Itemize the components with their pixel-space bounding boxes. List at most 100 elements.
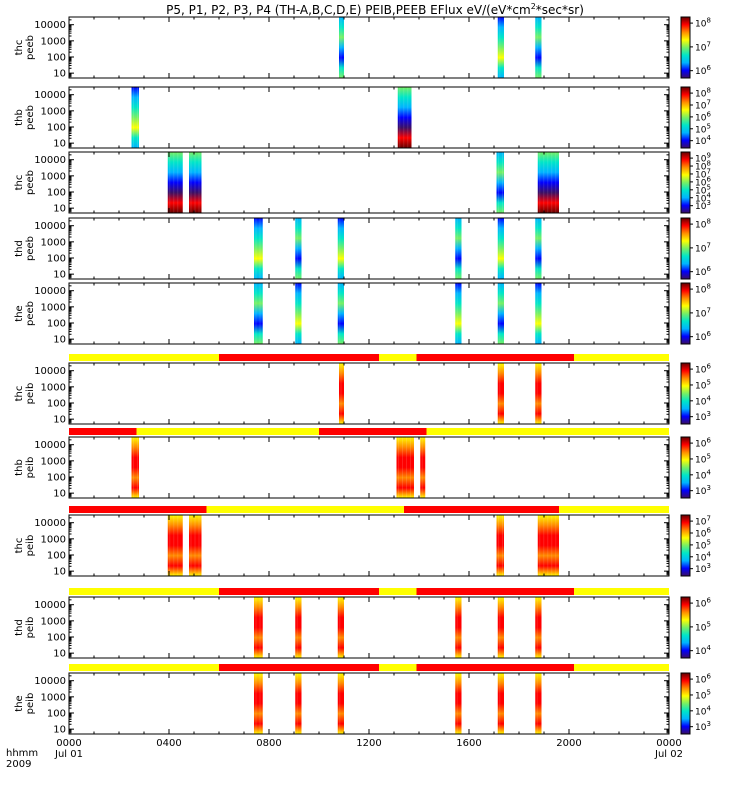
panel-ylabel: peeb	[25, 35, 36, 60]
y-tick-label: 10000	[34, 221, 66, 232]
colorbar-tick-label: 106	[695, 437, 711, 450]
colorbar-tick-label: 108	[695, 218, 711, 231]
colorbar-tick-label: 107	[695, 40, 711, 53]
panel-ylabel: thc	[14, 175, 25, 191]
colorbar-tick-label: 104	[695, 134, 711, 147]
x-tick-label: 0800	[256, 738, 281, 749]
colorbar	[680, 514, 691, 577]
panel-frame	[68, 596, 670, 659]
colorbar-tick-label: 107	[695, 241, 711, 254]
spectrogram-burst	[254, 283, 263, 344]
colorbar-tick-label: 105	[695, 688, 711, 701]
colorbar-tick-label: 107	[695, 515, 711, 528]
spectrogram-burst	[535, 673, 542, 734]
colorbar-tick-label: 103	[695, 199, 711, 212]
colorbar-tick-label: 108	[695, 87, 711, 100]
xaxis-var-label-hhmm: hhmm	[6, 748, 38, 759]
panel-ylabel: peib	[25, 617, 36, 639]
spectrogram-burst	[189, 515, 202, 576]
mode-bar-segment	[319, 428, 427, 435]
colorbar-tick-label: 104	[695, 644, 711, 657]
spectrogram-burst	[497, 17, 504, 78]
panel-frame	[68, 151, 670, 214]
y-tick-label: 100	[47, 632, 66, 643]
panel-ylabel: peib	[25, 457, 36, 479]
y-tick-label: 10	[53, 725, 66, 736]
x-tick-label: 1600	[456, 738, 481, 749]
xaxis-var-label-year: 2009	[6, 759, 31, 770]
panel-frame	[68, 514, 670, 577]
spectrogram-burst	[131, 437, 139, 498]
panel-1: 10 100 1000 10000 thc peeb 106 107 108	[14, 16, 711, 80]
spectrogram-burst	[535, 597, 542, 658]
spectrogram-burst	[295, 597, 302, 658]
colorbar-tick-label: 105	[695, 122, 711, 135]
y-tick-label: 1000	[41, 692, 66, 703]
colorbar-tick-label: 106	[695, 110, 711, 123]
panel-frame	[68, 436, 670, 499]
colorbar-tick-label: 106	[695, 330, 711, 343]
colorbar	[680, 362, 691, 425]
mode-bar-segment	[379, 588, 417, 595]
colorbar-tick-label: 108	[695, 17, 711, 30]
panel-frame	[68, 217, 670, 280]
y-tick-label: 1000	[41, 36, 66, 47]
y-tick-label: 100	[47, 550, 66, 561]
y-tick-label: 100	[47, 187, 66, 198]
x-tick-label: 1200	[356, 738, 381, 749]
spectrogram-burst	[337, 597, 344, 658]
colorbar-tick-label: 109	[695, 152, 711, 165]
colorbar-tick-label: 105	[695, 452, 711, 465]
y-tick-label: 10000	[34, 366, 66, 377]
x-date-label-end: Jul 02	[654, 749, 683, 760]
spectrogram-burst	[535, 17, 542, 78]
panel-ylabel: peib	[25, 693, 36, 715]
spectrogram-burst	[254, 673, 263, 734]
panel-frame	[68, 16, 670, 79]
panel-ylabel: thd	[14, 240, 25, 257]
y-tick-label: 1000	[41, 616, 66, 627]
panel-7: 10 100 1000 10000 thb peib 103 104 105 106	[14, 428, 711, 500]
spectrogram-burst	[295, 218, 302, 279]
mode-bar-segment	[574, 588, 669, 595]
spectrogram-burst	[131, 87, 139, 148]
y-tick-label: 10	[53, 649, 66, 660]
panel-ylabel: thb	[14, 459, 25, 476]
spectrogram-burst	[254, 597, 263, 658]
title-prefix: P5, P1, P2, P3, P4 (TH-A,B,C,D,E) PEIB,P…	[166, 3, 531, 17]
spectrogram-burst	[455, 218, 462, 279]
colorbar-tick-label: 107	[695, 98, 711, 111]
colorbar-tick-label: 104	[695, 468, 711, 481]
panel-ylabel: peib	[25, 535, 36, 557]
y-tick-label: 1000	[41, 171, 66, 182]
spectrogram-burst	[496, 515, 504, 576]
colorbar-tick-label: 105	[695, 538, 711, 551]
y-tick-label: 10000	[34, 440, 66, 451]
colorbar	[680, 436, 691, 499]
y-tick-label: 10	[53, 335, 66, 346]
panel-ylabel: thc	[14, 538, 25, 554]
mode-bar-segment	[69, 664, 219, 671]
panel-ylabel: peeb	[25, 170, 36, 195]
y-tick-label: 10000	[34, 518, 66, 529]
colorbar-tick-label: 106	[695, 526, 711, 539]
mode-bar-segment	[559, 506, 669, 513]
spectrogram-burst	[189, 152, 202, 213]
panel-ylabel: thc	[14, 40, 25, 56]
spectrogram-burst	[537, 515, 559, 576]
y-tick-label: 100	[47, 708, 66, 719]
x-tick-label: 0000	[656, 738, 681, 749]
colorbar-tick-label: 106	[695, 265, 711, 278]
colorbar-tick-label: 105	[695, 378, 711, 391]
x-tick-label: 0400	[156, 738, 181, 749]
mode-bar-segment	[206, 506, 404, 513]
mode-bar-segment	[69, 354, 219, 361]
spectrogram-burst	[497, 363, 504, 424]
panel-ylabel: peeb	[25, 236, 36, 261]
spectrogram-burst	[167, 152, 183, 213]
colorbar-tick-label: 103	[695, 562, 711, 575]
colorbar-tick-label: 106	[695, 673, 711, 686]
